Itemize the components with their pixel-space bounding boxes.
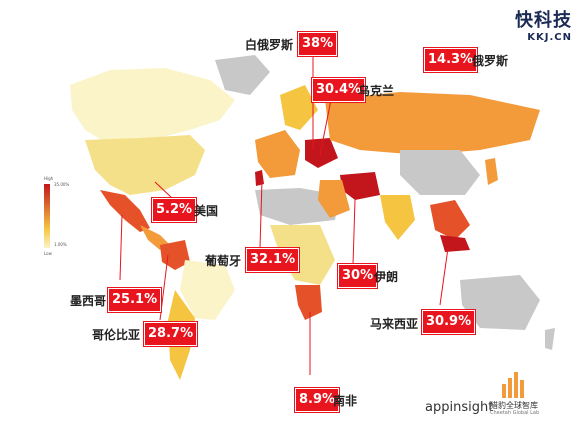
- region-portugal: [255, 170, 264, 186]
- callout-south-africa-value: 8.9%: [295, 388, 340, 412]
- region-belarus-ukraine: [305, 138, 338, 168]
- callout-mexico-value: 25.1%: [108, 288, 162, 312]
- region-china: [400, 150, 480, 195]
- legend-high-label: High: [44, 176, 54, 181]
- legend-gradient-bar: [44, 184, 50, 248]
- appinsight-text: appinsight: [425, 400, 494, 415]
- region-central-america: [140, 225, 170, 250]
- region-japan: [485, 158, 498, 185]
- callout-iran-name: 伊朗: [374, 270, 399, 284]
- watermark-logo: 快科技 KKJ.CN: [515, 6, 572, 43]
- legend-low-label: Low: [44, 251, 52, 256]
- region-central-africa: [270, 225, 335, 285]
- region-brazil: [180, 260, 235, 320]
- callout-usa-name: 美国: [194, 204, 219, 218]
- legend-high-value: 35.00%: [54, 182, 70, 187]
- region-australia: [460, 275, 540, 330]
- callout-mexico-name: 墨西哥: [70, 294, 107, 308]
- legend-mid-value: 1.00%: [54, 242, 67, 247]
- cheetah-en-text: Cheetah Global Lab: [490, 410, 540, 416]
- callout-south-africa-name: 南非: [333, 394, 358, 408]
- callout-colombia-value: 28.7%: [144, 322, 198, 346]
- region-iran: [340, 172, 380, 200]
- region-canada: [70, 68, 235, 145]
- region-new-zealand: [545, 328, 555, 350]
- callout-russia-name: 俄罗斯: [472, 54, 509, 68]
- callout-belarus-value: 38%: [298, 32, 338, 56]
- region-india: [380, 195, 415, 240]
- callout-portugal-name: 葡萄牙: [205, 254, 242, 268]
- region-south-africa: [295, 285, 322, 320]
- region-russia: [325, 92, 540, 155]
- cheetah-logo: 猎豹全球智库 Cheetah Global Lab: [490, 370, 570, 420]
- appinsight-logo: appinsight: [425, 400, 493, 415]
- callout-russia-value: 14.3%: [424, 48, 478, 72]
- callout-iran-value: 30%: [338, 264, 378, 288]
- callout-belarus-name: 白俄罗斯: [245, 38, 294, 52]
- region-mexico: [100, 190, 150, 232]
- region-southeast-asia: [430, 200, 470, 240]
- watermark-domain: KKJ.CN: [527, 32, 572, 43]
- callout-leader-lines: [119, 52, 449, 375]
- callout-colombia-name: 哥伦比亚: [92, 328, 141, 342]
- region-usa: [85, 135, 205, 195]
- callout-malaysia-name: 马来西亚: [370, 317, 419, 331]
- callout-ukraine-name: 乌克兰: [358, 84, 395, 98]
- region-scandinavia: [280, 85, 318, 130]
- callout-ukraine-value: 30.4%: [312, 78, 366, 102]
- region-europe-west: [255, 130, 300, 178]
- callout-portugal-value: 32.1%: [246, 248, 300, 272]
- region-greenland: [215, 55, 270, 95]
- callout-usa-value: 5.2%: [152, 198, 197, 222]
- cheetah-cn-text: 猎豹全球智库: [490, 401, 538, 410]
- region-malaysia: [440, 235, 470, 252]
- watermark-logo-text: 快科技: [515, 10, 572, 31]
- region-middle-east: [318, 180, 350, 218]
- cheetah-bars-icon: [502, 372, 524, 398]
- color-scale-legend: High 35.00% 1.00% Low: [44, 176, 84, 256]
- callout-malaysia-value: 30.9%: [422, 310, 476, 334]
